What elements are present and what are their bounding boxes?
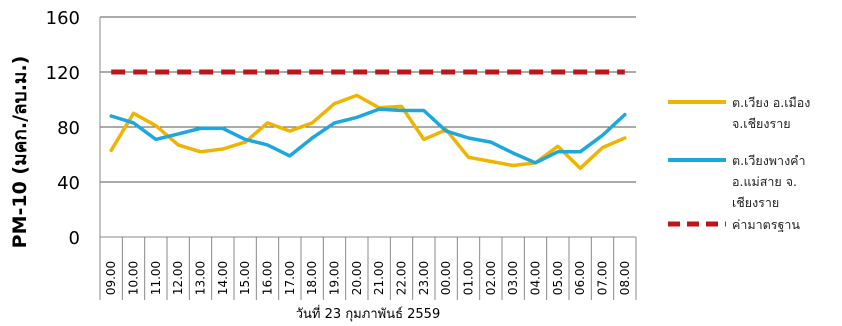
x-tick-label: 09.00 [104,261,118,295]
gridlines [100,17,636,182]
x-tick-label: 08.00 [618,261,632,295]
x-tick-label: 21.00 [372,261,386,295]
legend-label-2: ต.เวียงพางคำ [732,153,806,168]
legend-label-2: เชียงราย [732,195,779,210]
y-tick-label: 160 [46,8,80,29]
axes [100,17,636,300]
x-tick-label: 05.00 [551,261,565,295]
legend-label-1: ต.เวียง อ.เมือง [732,95,810,110]
legend-label-1: จ.เชียงราย [732,116,791,131]
y-tick-labels: 0 40 80 120 160 [46,8,80,249]
x-tick-label: 06.00 [573,261,587,295]
x-tick-label: 04.00 [529,261,543,295]
x-tick-label: 10.00 [127,261,141,295]
x-tick-label: 02.00 [484,261,498,295]
x-tick-label: 15.00 [238,261,252,295]
y-tick-label: 0 [69,228,80,249]
x-tick-label: 23.00 [417,261,431,295]
x-tick-label: 19.00 [328,261,342,295]
legend-label-3: ค่ามาตรฐาน [732,217,800,232]
series-lines [111,72,625,168]
y-axis-label: PM-10 (มคก./ลบ.ม.) [9,56,31,249]
x-tick-label: 07.00 [596,261,610,295]
x-tick-label: 18.00 [305,261,319,295]
x-tick-label: 11.00 [149,261,163,295]
x-tick-label: 00.00 [439,261,453,295]
x-tick-label: 13.00 [194,261,208,295]
y-tick-label: 80 [57,118,80,139]
x-tick-label: 16.00 [261,261,275,295]
x-tick-label: 14.00 [216,261,230,295]
x-tick-label: 01.00 [462,261,476,295]
x-tick-label: 22.00 [395,261,409,295]
legend-label-2: อ.แม่สาย จ. [732,174,797,189]
x-tick-label: 20.00 [350,261,364,295]
x-tick-label: 12.00 [171,261,185,295]
y-tick-label: 120 [46,63,80,84]
x-axis-label: วันที่ 23 กุมภาพันธ์ 2559 [296,305,440,322]
x-tick-label: 17.00 [283,261,297,295]
legend: ต.เวียง อ.เมืองจ.เชียงรายต.เวียงพางคำอ.แ… [668,95,810,232]
y-tick-label: 40 [57,173,80,194]
x-tick-label: 03.00 [506,261,520,295]
